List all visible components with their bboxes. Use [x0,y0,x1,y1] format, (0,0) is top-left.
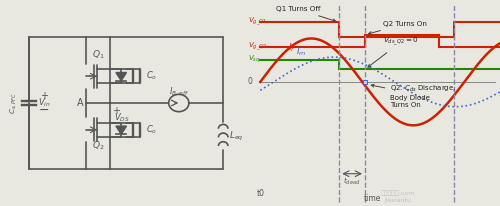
Text: $C_o$: $C_o$ [146,70,158,82]
Text: time: time [364,194,381,203]
Text: 0: 0 [248,77,252,86]
Text: $V_{g\_Q1}$: $V_{g\_Q1}$ [248,16,267,28]
Text: $V_{g\_Q2}$: $V_{g\_Q2}$ [248,41,267,53]
Text: $L_{eq}$: $L_{eq}$ [229,129,244,143]
Text: t0: t0 [256,189,264,198]
Text: −: − [110,117,121,130]
Text: 发微圈电子.com: 发微圈电子.com [381,190,415,196]
Polygon shape [116,126,126,134]
Polygon shape [116,73,126,81]
Text: $V_{sq}$: $V_{sq}$ [248,54,260,65]
Text: $Q_2$: $Q_2$ [92,139,104,152]
Text: $I_{B,eff}$: $I_{B,eff}$ [169,85,189,98]
Text: Q1 Turns Off: Q1 Turns Off [276,6,336,22]
Text: +: + [40,91,48,101]
Text: jiexiantu: jiexiantu [384,198,411,203]
Text: $t_{dead}$: $t_{dead}$ [344,176,361,187]
Text: −: − [39,104,50,117]
Text: $I_r$: $I_r$ [288,42,296,54]
Text: A: A [77,98,84,108]
Text: $V_{in}$: $V_{in}$ [38,97,50,109]
Text: $C_o$: $C_o$ [146,124,158,136]
Text: $V_{ds\_Q2} = 0$: $V_{ds\_Q2} = 0$ [368,36,418,67]
Text: $C_{s,PFC}$: $C_{s,PFC}$ [8,92,18,114]
Text: $V_{DS}$: $V_{DS}$ [114,111,130,124]
Text: +: + [112,106,120,116]
Text: $Q_1$: $Q_1$ [92,49,104,61]
Text: Q2: $C_{ds}$ Discharge,
Body Diode
Turns On: Q2: $C_{ds}$ Discharge, Body Diode Turns… [371,83,456,108]
Text: Q2 Turns On: Q2 Turns On [368,21,426,34]
Text: $I_m$: $I_m$ [296,46,306,58]
